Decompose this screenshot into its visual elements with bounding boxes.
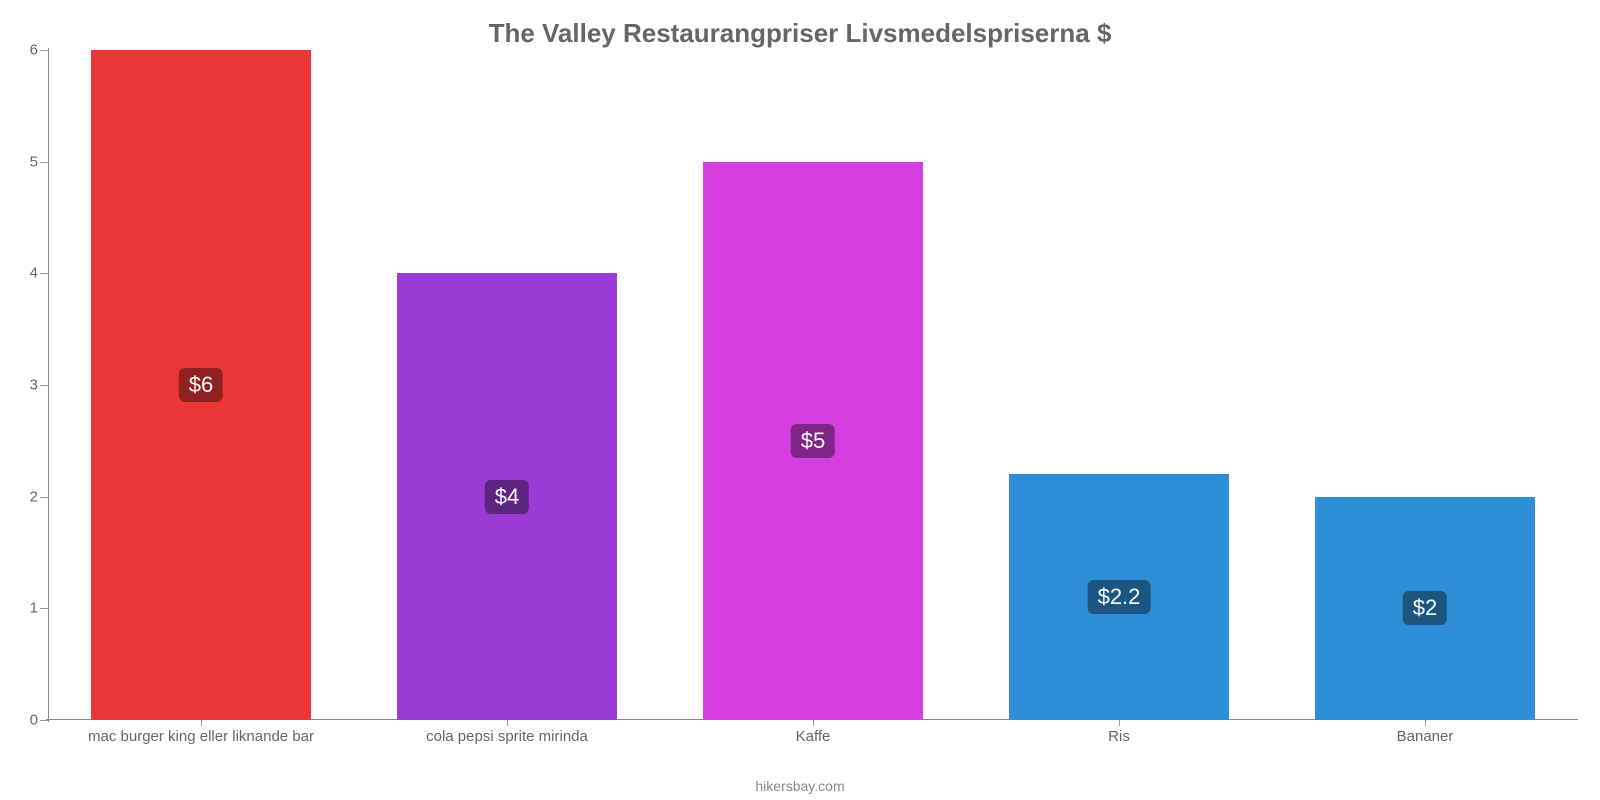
bar-slot: $4cola pepsi sprite mirinda xyxy=(354,50,660,720)
x-tick-label: Kaffe xyxy=(796,728,831,745)
value-badge: $5 xyxy=(791,424,835,458)
value-badge: $4 xyxy=(485,480,529,514)
value-badge: $2 xyxy=(1403,591,1447,625)
bar-slot: $2.2Ris xyxy=(966,50,1272,720)
x-tick-mark xyxy=(201,720,202,726)
bar-slot: $6mac burger king eller liknande bar xyxy=(48,50,354,720)
plot-area: $6mac burger king eller liknande bar$4co… xyxy=(48,50,1578,720)
x-tick-label: Bananer xyxy=(1397,728,1454,745)
y-tick-mark xyxy=(40,720,48,721)
x-tick-label: cola pepsi sprite mirinda xyxy=(426,728,588,745)
y-tick-mark xyxy=(40,162,48,163)
y-tick-mark xyxy=(40,608,48,609)
bar-slot: $2Bananer xyxy=(1272,50,1578,720)
chart-footer: hikersbay.com xyxy=(0,778,1600,794)
x-tick-mark xyxy=(507,720,508,726)
x-tick-mark xyxy=(813,720,814,726)
value-badge: $6 xyxy=(179,368,223,402)
bars-container: $6mac burger king eller liknande bar$4co… xyxy=(48,50,1578,720)
x-tick-mark xyxy=(1119,720,1120,726)
x-tick-label: Ris xyxy=(1108,728,1130,745)
chart-title: The Valley Restaurangpriser Livsmedelspr… xyxy=(0,0,1600,49)
y-tick-mark xyxy=(40,273,48,274)
x-tick-label: mac burger king eller liknande bar xyxy=(88,728,314,745)
y-tick-mark xyxy=(40,385,48,386)
y-tick-mark xyxy=(40,50,48,51)
value-badge: $2.2 xyxy=(1088,580,1151,614)
bar-slot: $5Kaffe xyxy=(660,50,966,720)
y-tick-mark xyxy=(40,497,48,498)
x-tick-mark xyxy=(1425,720,1426,726)
